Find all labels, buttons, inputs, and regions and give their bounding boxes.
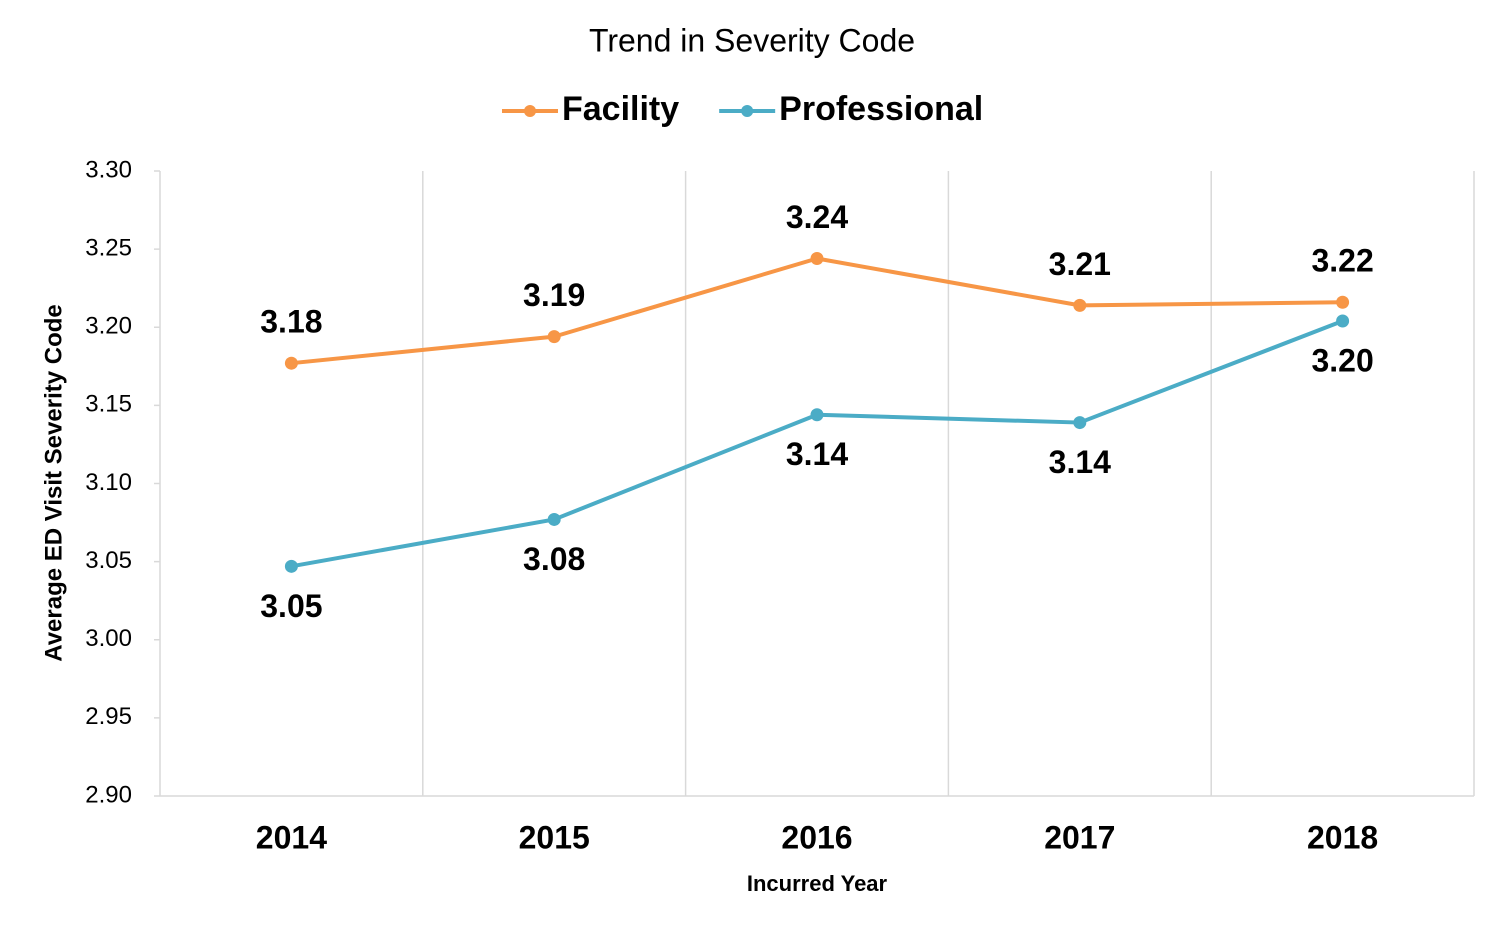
- data-label: 3.05: [260, 588, 322, 624]
- data-label: 3.20: [1311, 342, 1373, 378]
- data-point: [1073, 298, 1087, 312]
- data-point: [810, 408, 824, 422]
- data-point: [1073, 416, 1087, 430]
- y-tick-label: 3.20: [85, 313, 132, 340]
- data-point: [547, 512, 561, 526]
- x-tick-label: 2016: [781, 819, 852, 855]
- x-tick-label: 2017: [1044, 819, 1115, 855]
- data-point: [284, 356, 298, 370]
- legend-marker: [741, 105, 754, 117]
- y-tick-label: 3.05: [85, 547, 132, 574]
- legend-label: Facility: [562, 90, 679, 128]
- data-point: [547, 330, 561, 344]
- x-tick-label: 2015: [519, 819, 590, 855]
- legend-label: Professional: [779, 90, 983, 128]
- data-label: 3.14: [1049, 444, 1111, 480]
- data-point: [1336, 314, 1350, 328]
- x-tick-label: 2014: [256, 819, 327, 855]
- data-label: 3.21: [1049, 246, 1111, 282]
- series-line: [291, 256, 1343, 366]
- data-point: [284, 559, 298, 573]
- data-label: 3.19: [523, 277, 585, 313]
- y-tick-label: 2.90: [85, 781, 132, 808]
- data-label: 3.14: [786, 436, 848, 472]
- y-tick-label: 3.25: [85, 234, 132, 261]
- y-tick-label: 3.00: [85, 625, 132, 652]
- data-point: [1336, 295, 1350, 309]
- y-tick-label: 3.10: [85, 469, 132, 496]
- legend-marker: [524, 105, 536, 117]
- x-axis-label: Incurred Year: [747, 871, 888, 896]
- y-tick-label: 3.15: [85, 391, 132, 418]
- data-label: 3.22: [1311, 243, 1373, 279]
- y-tick-label: 3.30: [85, 156, 132, 183]
- data-label: 3.18: [260, 304, 322, 340]
- y-tick-label: 2.95: [85, 703, 132, 730]
- data-label: 3.24: [786, 199, 848, 235]
- data-point: [810, 252, 824, 265]
- data-label: 3.08: [523, 541, 585, 577]
- x-tick-label: 2018: [1307, 819, 1378, 855]
- y-axis-label: Average ED Visit Severity Code: [40, 304, 67, 662]
- chart-title: Trend in Severity Code: [589, 22, 915, 58]
